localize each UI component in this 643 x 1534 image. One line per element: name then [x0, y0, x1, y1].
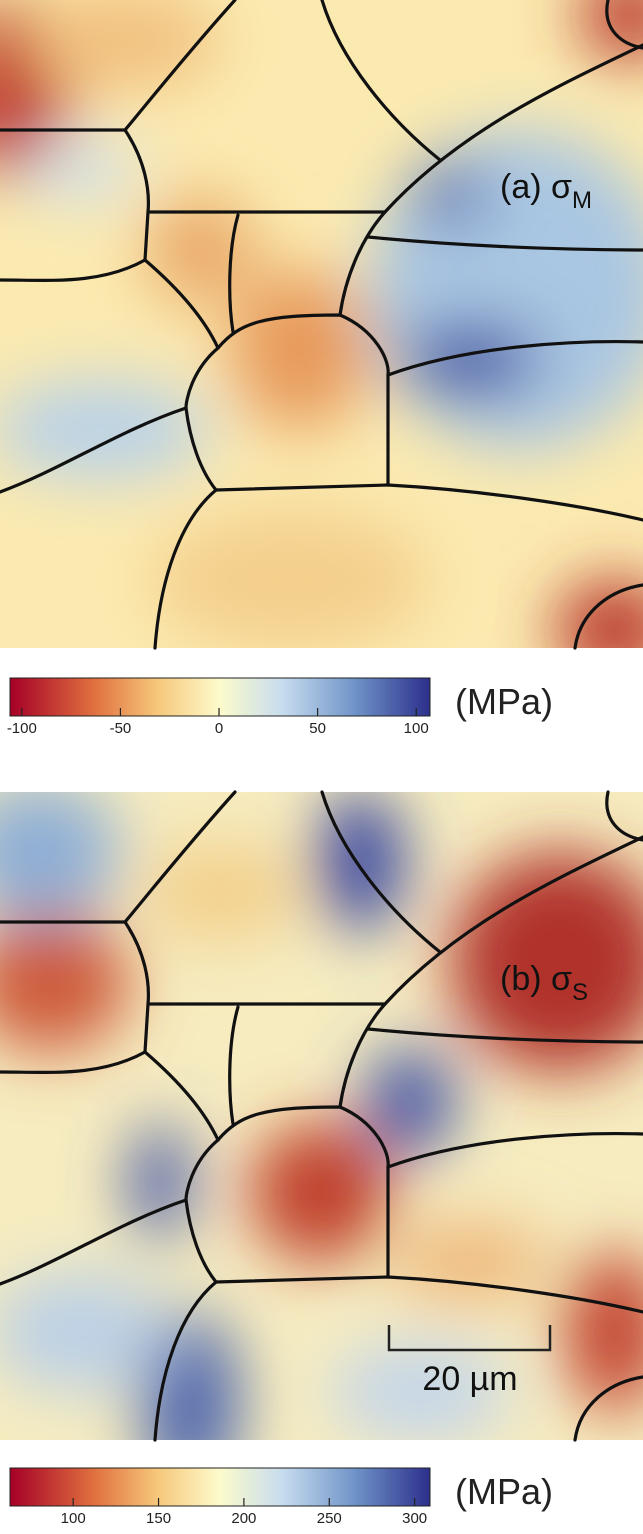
colorbar-unit: (MPa): [455, 1471, 553, 1512]
panel-label-sub: S: [572, 979, 588, 1006]
colorbar-tick-label: 0: [215, 720, 223, 737]
colorbar-tick-label: -100: [7, 720, 37, 737]
map-a: [0, 0, 643, 650]
scale-bar-label: 20 µm: [422, 1360, 517, 1398]
panel-label-main: (a) σ: [500, 168, 572, 206]
panel-label-main: (b) σ: [500, 960, 572, 998]
colorbar-unit: (MPa): [455, 681, 553, 722]
panel-label-sub: M: [572, 187, 592, 214]
panel-label: (b) σS: [500, 960, 588, 1006]
colorbar: [9, 677, 431, 717]
colorbar-tick-label: 100: [404, 720, 429, 737]
colorbar-tick-label: 150: [146, 1510, 171, 1527]
colorbar-tick-label: 250: [317, 1510, 342, 1527]
colorbar-tick-label: 100: [61, 1510, 86, 1527]
scale-bar: 20 µm: [387, 1325, 552, 1398]
colorbar-tick-label: -50: [110, 720, 132, 737]
colorbar-tick-label: 300: [402, 1510, 427, 1527]
colorbar-tick-label: 50: [309, 720, 326, 737]
colorbar: [9, 1467, 431, 1507]
panel-label: (a) σM: [500, 168, 592, 214]
colorbar-tick-label: 200: [231, 1510, 256, 1527]
map-b: 20 µm: [0, 790, 643, 1442]
